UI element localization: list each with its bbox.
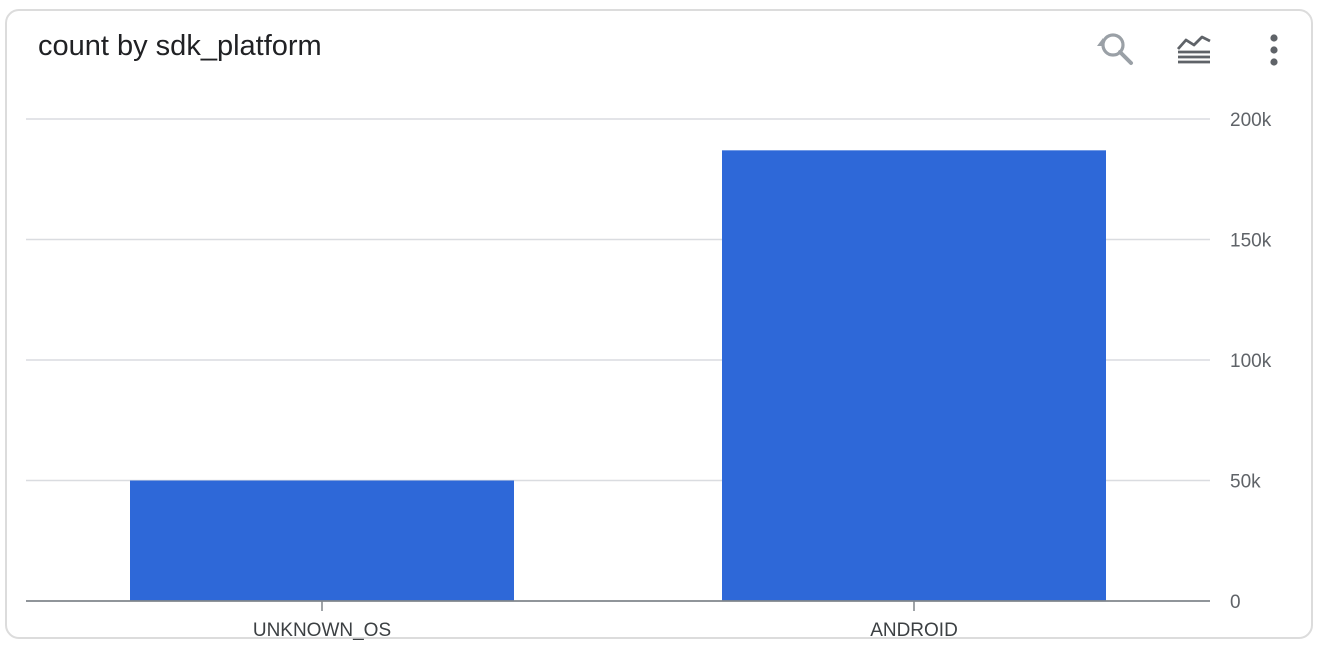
y-tick-label: 100k (1230, 351, 1272, 372)
bar (130, 480, 514, 601)
y-tick-label: 150k (1230, 231, 1272, 252)
bar (722, 150, 1106, 601)
zoom-reset-icon (1097, 33, 1133, 65)
zoom-reset-button[interactable] (1088, 24, 1140, 76)
area-chart-icon (1176, 35, 1211, 64)
y-tick-label: 200k (1230, 110, 1272, 131)
chart-title: count by sdk_platform (38, 30, 322, 62)
y-tick-label: 50k (1230, 472, 1261, 493)
more-options-button[interactable] (1248, 24, 1300, 76)
chart-type-button[interactable] (1168, 24, 1220, 76)
more-vert-icon (1270, 34, 1278, 66)
y-tick-label: 0 (1230, 592, 1241, 613)
x-tick-label: ANDROID (870, 620, 958, 641)
x-tick-label: UNKNOWN_OS (253, 620, 391, 641)
